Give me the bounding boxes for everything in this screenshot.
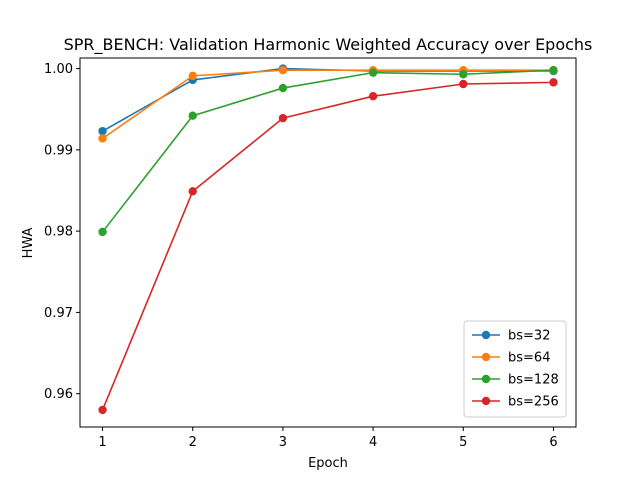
legend-label: bs=128 [508, 373, 559, 388]
y-tick-label: 0.96 [44, 387, 73, 402]
data-point [549, 65, 558, 75]
legend-marker [481, 374, 491, 384]
chart-title: SPR_BENCH: Validation Harmonic Weighted … [64, 35, 593, 55]
legend-label: bs=64 [508, 351, 550, 366]
x-tick-label: 3 [279, 435, 287, 450]
plot-area [79, 57, 577, 428]
x-tick-label: 4 [369, 435, 377, 450]
y-axis-label: HWA [21, 227, 36, 258]
data-point [459, 79, 468, 89]
series-bs-128 [98, 65, 558, 237]
y-tick-label: 0.99 [44, 143, 73, 158]
y-tick-label: 1.00 [44, 62, 73, 77]
series-layer [98, 64, 558, 415]
x-tick-label: 1 [98, 435, 106, 450]
legend-item: bs=128 [472, 373, 559, 388]
y-tick-label: 0.98 [44, 225, 73, 240]
legend-marker [481, 330, 491, 340]
legend-item: bs=64 [472, 351, 550, 366]
series-line [101, 81, 554, 411]
data-point [278, 113, 288, 123]
data-point [188, 187, 197, 196]
legend-marker [481, 396, 491, 406]
x-tick-label: 2 [189, 435, 197, 450]
legend-marker [481, 352, 491, 362]
series-bs-256 [98, 78, 558, 415]
series-line [102, 67, 554, 132]
data-point [368, 92, 378, 101]
x-axis-label: Epoch [308, 456, 348, 471]
legend-box [463, 320, 567, 418]
data-point [549, 78, 558, 87]
y-axis: 0.96 0.97 0.98 0.99 1.00 [44, 62, 80, 402]
x-axis: 1 2 3 4 5 6 [98, 427, 558, 450]
legend-label: bs=32 [508, 329, 550, 344]
data-point [188, 71, 197, 81]
data-point [368, 68, 378, 77]
data-point [278, 65, 288, 75]
x-tick-label: 5 [459, 435, 467, 450]
series-line [101, 69, 554, 233]
legend-label: bs=256 [508, 395, 559, 410]
data-point [98, 134, 107, 143]
data-point [278, 83, 288, 93]
x-tick-label: 6 [549, 435, 557, 450]
series-line [102, 69, 554, 140]
data-point [459, 70, 468, 79]
series-bs-64 [98, 65, 558, 143]
data-point [98, 405, 107, 415]
legend-item: bs=32 [472, 329, 550, 344]
series-bs-32 [98, 64, 558, 136]
data-point [188, 111, 197, 120]
data-point [98, 126, 107, 136]
legend: bs=32 bs=64 bs=128 bs=256 [463, 320, 567, 418]
data-point [98, 227, 107, 237]
legend-item: bs=256 [472, 395, 559, 410]
y-tick-label: 0.97 [44, 306, 73, 321]
